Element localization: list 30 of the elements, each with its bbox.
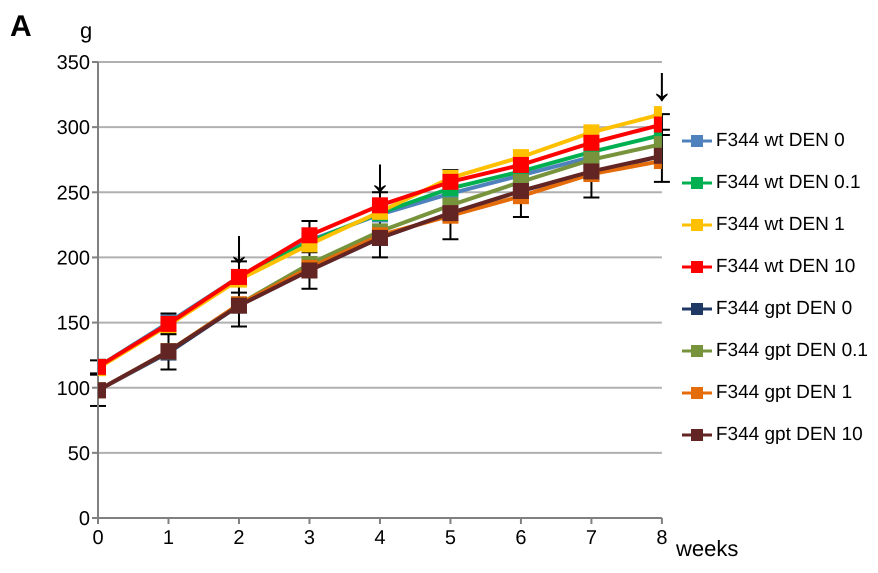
legend-label: F344 gpt DEN 10: [714, 424, 864, 446]
y-tick-label: 350: [56, 52, 90, 74]
text: A: [10, 10, 32, 44]
y-tick-label: 200: [56, 248, 90, 270]
y-tick-label: 150: [56, 312, 90, 335]
x-tick-label: 5: [444, 527, 456, 550]
annotation: ↓: [368, 149, 392, 202]
legend-label: F344 wt DEN 0: [714, 130, 846, 152]
y-tick-label: 100: [56, 378, 90, 400]
legend-label: F344 gpt DEN 1: [714, 382, 854, 404]
legend-label: F344 wt DEN 0.1: [714, 172, 862, 194]
x-tick-label: 4: [374, 527, 386, 550]
x-axis-title: weeks: [676, 536, 738, 562]
y-tick-label: 300: [56, 117, 90, 140]
x-tick-label: 6: [515, 527, 526, 550]
x-tick-label: 7: [586, 527, 597, 550]
annotation: ↓: [650, 58, 674, 112]
y-axis-title: g: [80, 18, 92, 44]
x-tick-label: 3: [304, 527, 316, 550]
legend-label: F344 wt DEN 1: [714, 214, 846, 236]
legend-label: F344 gpt DEN 0.1: [714, 340, 868, 362]
legend-label: F344 wt DEN 10: [714, 256, 856, 278]
x-tick-label: 2: [233, 527, 245, 550]
x-tick-label: 0: [92, 527, 104, 550]
y-tick-label: 250: [56, 182, 90, 204]
legend-label: F344 gpt DEN 0: [714, 298, 854, 320]
y-tick-label: 0: [78, 508, 90, 530]
y-tick-label: 50: [68, 442, 90, 465]
x-tick-label: 1: [162, 527, 174, 550]
x-tick-label: 8: [656, 527, 668, 550]
